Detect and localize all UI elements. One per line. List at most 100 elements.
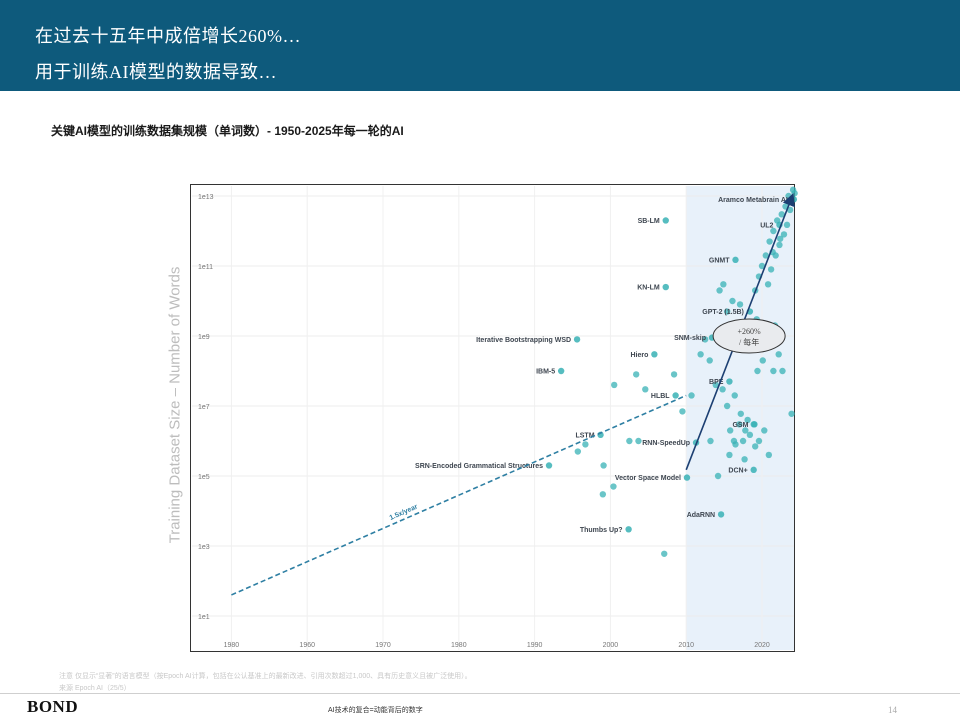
- data-point: [625, 526, 632, 533]
- data-point: [726, 427, 734, 434]
- data-point: [736, 301, 744, 308]
- data-point: [610, 483, 617, 490]
- data-point-label: Iterative Bootstrapping WSD: [476, 337, 571, 344]
- data-point: [766, 238, 773, 245]
- data-point-label: SRN-Encoded Grammatical Structures: [415, 463, 543, 470]
- data-point: [701, 336, 709, 343]
- data-point: [672, 392, 679, 399]
- data-point: [712, 381, 719, 389]
- header-line-1: 在过去十五年中成倍增长260%…: [35, 26, 301, 46]
- data-point: [662, 217, 669, 224]
- data-point-label: Aramco Metabrain AI: [718, 197, 788, 204]
- footer-divider: [0, 693, 960, 694]
- data-point: [758, 262, 766, 270]
- data-point: [706, 357, 713, 364]
- data-point: [662, 283, 669, 291]
- data-point: [776, 241, 783, 249]
- highlight-region: [686, 186, 794, 650]
- data-point: [764, 281, 772, 288]
- data-point: [679, 408, 686, 415]
- data-point: [737, 410, 744, 417]
- data-point: [716, 287, 723, 294]
- data-point: [719, 386, 726, 393]
- data-point: [779, 367, 786, 375]
- data-point: [557, 367, 565, 375]
- data-point: [770, 227, 777, 235]
- data-point: [775, 351, 782, 358]
- data-point: [697, 351, 704, 358]
- x-tick-label: 2000: [603, 642, 619, 649]
- data-point: [720, 281, 727, 288]
- data-point: [632, 371, 640, 378]
- data-point: [786, 206, 794, 214]
- x-tick-label: 1980: [224, 642, 240, 649]
- data-point: [761, 427, 768, 434]
- y-tick-label: 1e3: [198, 544, 210, 551]
- data-point: [783, 221, 791, 229]
- data-point-label: SNM-skip: [674, 335, 706, 342]
- data-point: [759, 357, 766, 364]
- data-point: [755, 437, 763, 445]
- data-point-label: SB-LM: [638, 218, 660, 225]
- data-point: [600, 462, 607, 469]
- data-point: [765, 451, 773, 459]
- data-point-label: LSTM: [575, 432, 594, 439]
- growth-annotation-bubble: [712, 318, 786, 354]
- chart-subtitle: 关键AI模型的训练数据集规模（单词数）- 1950-2025年每一轮的AI: [51, 124, 404, 138]
- data-point-label: Hiero: [630, 352, 648, 359]
- data-point: [635, 437, 642, 445]
- header-line-2: 用于训练AI模型的数据导致…: [35, 62, 277, 82]
- data-point: [777, 235, 784, 242]
- data-point-label: RNN-SpeedUp: [642, 440, 690, 447]
- data-point: [750, 466, 757, 474]
- data-point: [726, 378, 733, 385]
- y-tick-label: 1e13: [198, 194, 214, 201]
- data-point: [723, 402, 731, 410]
- data-point: [723, 308, 731, 315]
- data-point: [788, 410, 795, 417]
- data-point: [762, 252, 770, 259]
- data-point: [767, 266, 775, 273]
- data-point-label: AdaRNN: [687, 512, 715, 519]
- footnote-note: 注意 仅显示“显著”的语言模型（按Epoch AI计算，包括在公认基准上的最新改…: [59, 673, 472, 680]
- data-point: [611, 381, 618, 389]
- data-point: [714, 472, 722, 480]
- data-point: [582, 441, 589, 448]
- data-point-label: Thumbs Up?: [580, 527, 623, 534]
- data-point: [741, 456, 748, 463]
- x-tick-label: 2010: [678, 642, 694, 649]
- data-point: [545, 462, 553, 469]
- data-point: [736, 421, 743, 428]
- data-point-label: GNMT: [709, 257, 730, 264]
- data-point: [599, 491, 607, 498]
- x-tick-label: 1970: [375, 642, 391, 649]
- data-point: [744, 416, 751, 424]
- data-point-label: KN-LM: [637, 285, 660, 292]
- data-point: [726, 451, 733, 459]
- y-tick-label: 1e7: [198, 404, 210, 411]
- data-point: [791, 190, 798, 197]
- trend-line-dashed: [231, 394, 687, 596]
- data-point: [573, 336, 581, 343]
- page-number: 14: [888, 705, 897, 715]
- data-point: [739, 437, 747, 445]
- data-point-label: Vector Space Model: [615, 475, 681, 482]
- data-point: [626, 437, 633, 445]
- data-point: [661, 550, 668, 557]
- x-tick-label: 1980: [451, 642, 467, 649]
- data-point-label: GPT-2 (1.5B): [702, 309, 744, 316]
- data-point: [754, 367, 761, 375]
- data-point: [707, 437, 714, 445]
- y-axis-label: Training Dataset Size – Number of Words: [166, 266, 184, 544]
- growth-annotation-unit: / 每年: [739, 337, 759, 347]
- brand-logo: BOND: [27, 697, 79, 716]
- data-point: [731, 392, 738, 399]
- header-band: 在过去十五年中成倍增长260%… 用于训练AI模型的数据导致…: [0, 0, 960, 91]
- data-point: [746, 431, 754, 439]
- data-point-label: UL2: [760, 222, 773, 229]
- data-point: [770, 367, 777, 375]
- data-point: [683, 474, 691, 481]
- data-point: [751, 443, 759, 450]
- data-point: [688, 392, 695, 399]
